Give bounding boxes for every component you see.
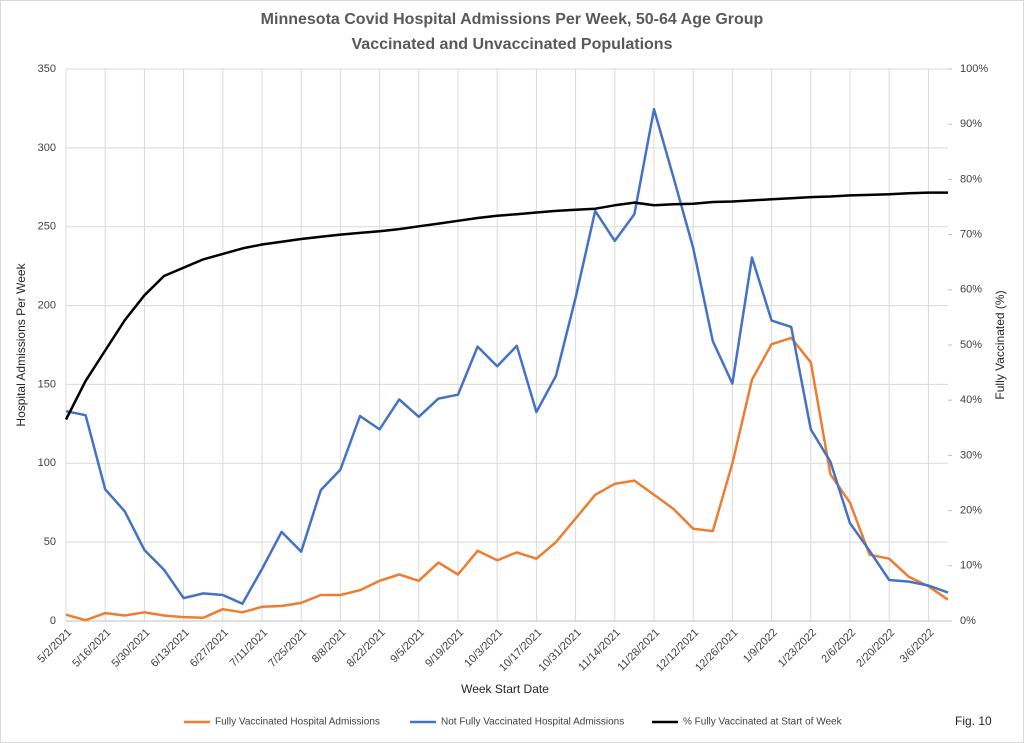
figure-note: Fig. 10 [955,714,992,728]
chart-subtitle: Vaccinated and Unvaccinated Populations [352,36,673,53]
y2-tick-label: 70% [960,229,982,241]
y-tick-label: 200 [38,299,56,311]
legend-label: Not Fully Vaccinated Hospital Admissions [441,717,624,728]
x-axis-title: Week Start Date [461,682,549,696]
y2-tick-label: 40% [960,394,982,406]
y2-axis-title: Fully Vaccinated (%) [993,290,1007,399]
y2-tick-label: 50% [960,339,982,351]
series-line [64,191,948,421]
y-tick-label: 0 [50,615,56,627]
legend-label: Fully Vaccinated Hospital Admissions [215,717,380,728]
y-tick-label: 150 [38,378,56,390]
y2-tick-label: 80% [960,173,982,185]
y2-tick-label: 100% [960,63,988,75]
y-tick-label: 100 [38,457,56,469]
series-line [65,336,949,622]
y-tick-label: 350 [38,63,56,75]
y2-tick-label: 10% [960,560,982,572]
chart-title: Minnesota Covid Hospital Admissions Per … [261,11,764,28]
y-tick-label: 250 [38,221,56,233]
y-axis-title: Hospital Admissions Per Week [14,262,28,426]
y-tick-label: 300 [38,142,56,154]
legend-label: % Fully Vaccinated at Start of Week [683,717,843,728]
y2-tick-label: 0% [960,615,976,627]
y2-tick-label: 90% [960,118,982,130]
y2-tick-label: 20% [960,505,982,517]
y-tick-label: 50 [44,536,56,548]
series-line [65,107,949,605]
y2-tick-label: 60% [960,284,982,296]
y2-tick-label: 30% [960,449,982,461]
